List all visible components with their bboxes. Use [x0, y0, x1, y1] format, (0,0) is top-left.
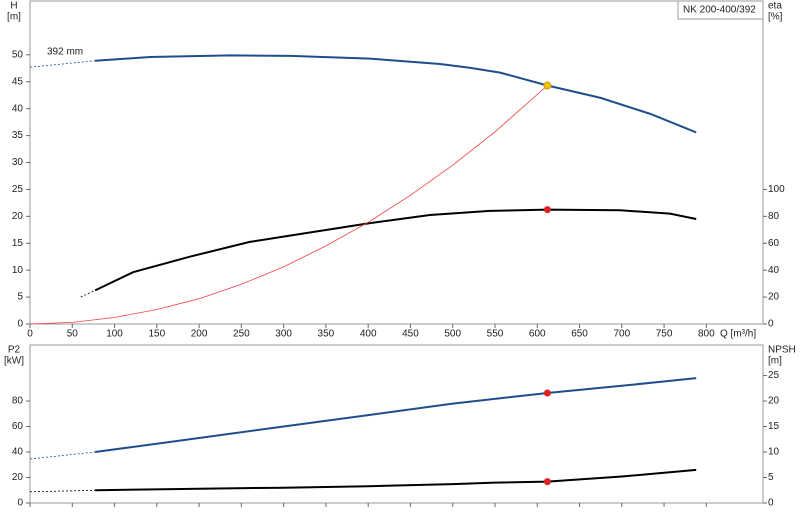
y-axis-unit: [m] — [7, 12, 21, 23]
y2-tick-label: 5 — [768, 472, 774, 483]
plot-frame — [29, 0, 764, 325]
curve-extrapolated — [29, 489, 96, 493]
x-tick-label: 650 — [571, 329, 588, 340]
x-tick-label: 350 — [318, 329, 335, 340]
annotation: 392 mm — [47, 47, 83, 58]
operating-point — [543, 206, 551, 214]
x-tick-label: 0 — [27, 329, 33, 340]
system-curve — [29, 85, 548, 325]
y2-axis-label: eta — [768, 1, 782, 12]
y2-tick-label: 80 — [768, 211, 780, 222]
y-tick-label: 80 — [12, 396, 24, 407]
y-axis-unit: [kW] — [4, 356, 24, 367]
curve — [95, 54, 697, 134]
y-tick-label: 60 — [12, 421, 24, 432]
x-tick-label: 450 — [402, 329, 419, 340]
y-tick-label: 0 — [17, 319, 23, 330]
curve — [95, 468, 697, 492]
y2-tick-label: 25 — [768, 370, 780, 381]
x-tick-label: 700 — [613, 329, 630, 340]
y-tick-label: 35 — [12, 130, 24, 141]
y-tick-label: 40 — [12, 103, 24, 114]
x-tick-label: 250 — [233, 329, 250, 340]
operating-point — [543, 81, 552, 90]
y-axis-label: P2 — [8, 345, 21, 356]
y-axis-label: H — [10, 1, 17, 12]
x-tick-label: 600 — [529, 329, 546, 340]
plot-frame — [29, 344, 764, 504]
x-tick-label: 500 — [444, 329, 461, 340]
y2-tick-label: 20 — [768, 292, 780, 303]
x-tick-label: 750 — [656, 329, 673, 340]
y2-axis-unit: [m] — [768, 356, 782, 367]
curve — [94, 377, 697, 453]
x-tick-label: 50 — [67, 329, 79, 340]
y-tick-label: 10 — [12, 265, 24, 276]
y-tick-label: 30 — [12, 157, 24, 168]
x-tick-label: 150 — [148, 329, 165, 340]
x-tick-label: 300 — [275, 329, 292, 340]
y-tick-label: 15 — [12, 238, 24, 249]
y2-tick-label: 15 — [768, 421, 780, 432]
y2-tick-label: 40 — [768, 265, 780, 276]
x-axis-label: Q [m³/h] — [720, 329, 756, 340]
y2-tick-label: 20 — [768, 396, 780, 407]
operating-point — [543, 389, 551, 397]
y-tick-label: 45 — [12, 76, 24, 87]
x-tick-label: 800 — [698, 329, 715, 340]
operating-point — [543, 478, 551, 486]
y2-tick-label: 0 — [768, 319, 774, 330]
y-tick-label: 0 — [17, 498, 23, 509]
y2-tick-label: 100 — [768, 184, 785, 195]
y-tick-label: 5 — [17, 292, 23, 303]
y-tick-label: 25 — [12, 184, 24, 195]
y2-tick-label: 10 — [768, 447, 780, 458]
curve-extrapolated — [80, 290, 96, 298]
y-tick-label: 20 — [12, 472, 24, 483]
curve-extrapolated — [29, 60, 96, 68]
y2-tick-label: 0 — [768, 498, 774, 509]
curve-extrapolated — [29, 451, 96, 460]
chart-title: NK 200-400/392 — [683, 5, 756, 16]
x-tick-label: 200 — [191, 329, 208, 340]
title-box — [677, 0, 764, 20]
x-tick-label: 100 — [106, 329, 123, 340]
y-tick-label: 50 — [12, 49, 24, 60]
curve — [94, 208, 697, 292]
y2-tick-label: 60 — [768, 238, 780, 249]
y-tick-label: 20 — [12, 211, 24, 222]
y2-axis-label: NPSH — [768, 345, 796, 356]
x-tick-label: 550 — [487, 329, 504, 340]
y2-axis-unit: [%] — [768, 12, 783, 23]
y-tick-label: 40 — [12, 447, 24, 458]
x-tick-label: 400 — [360, 329, 377, 340]
